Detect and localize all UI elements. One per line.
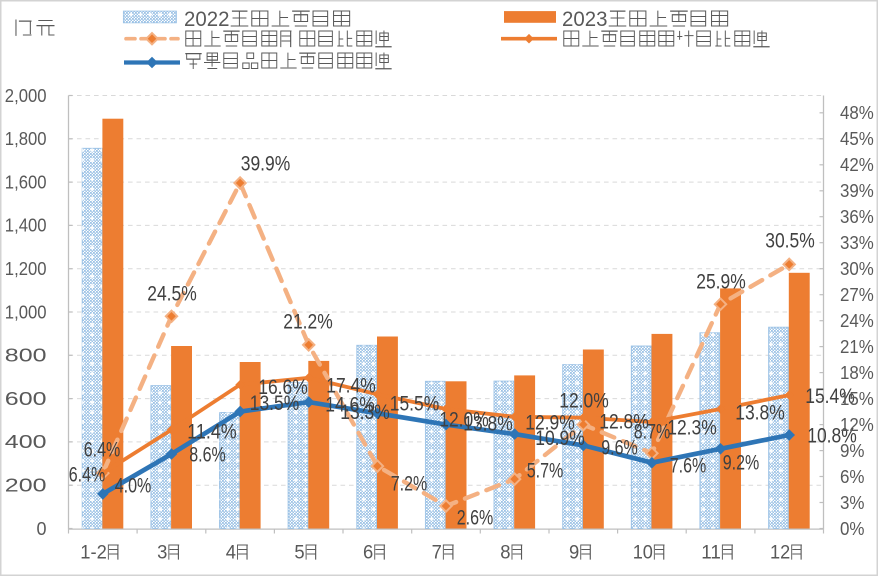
svg-text:400: 400 <box>5 433 47 451</box>
svg-text:1,600: 1,600 <box>5 173 47 191</box>
svg-text:30%: 30% <box>840 260 874 278</box>
svg-text:0: 0 <box>36 520 46 538</box>
svg-text:2,000: 2,000 <box>5 87 47 105</box>
svg-text:27%: 27% <box>840 286 874 304</box>
svg-text:15.4%: 15.4% <box>805 384 855 406</box>
svg-text:6.4%: 6.4% <box>84 437 121 459</box>
svg-text:12月: 12月 <box>770 543 808 562</box>
svg-text:限上零售额累计同比增速: 限上零售额累计同比增速 <box>562 28 771 49</box>
svg-text:12.8%: 12.8% <box>599 409 649 431</box>
svg-text:21%: 21% <box>840 338 874 356</box>
svg-text:10月: 10月 <box>633 543 671 562</box>
svg-text:4.0%: 4.0% <box>115 473 152 495</box>
svg-text:16.6%: 16.6% <box>258 375 308 397</box>
svg-text:15.5%: 15.5% <box>390 391 440 413</box>
svg-text:9月: 9月 <box>569 543 598 562</box>
svg-text:9.2%: 9.2% <box>723 450 760 472</box>
svg-text:1-2月: 1-2月 <box>80 543 125 562</box>
svg-text:600: 600 <box>5 390 47 408</box>
svg-text:24.5%: 24.5% <box>147 281 197 303</box>
svg-text:10.8%: 10.8% <box>807 424 857 446</box>
svg-text:穿类商品网上零售额增速: 穿类商品网上零售额增速 <box>184 50 393 71</box>
svg-text:3月: 3月 <box>157 543 186 562</box>
svg-text:48%: 48% <box>840 104 874 122</box>
svg-text:2023年限上零售额: 2023年限上零售额 <box>562 8 730 29</box>
svg-text:9.6%: 9.6% <box>601 435 638 457</box>
svg-text:25.9%: 25.9% <box>696 269 746 291</box>
svg-text:1,400: 1,400 <box>5 217 47 235</box>
svg-text:33%: 33% <box>840 234 874 252</box>
svg-text:42%: 42% <box>840 156 874 174</box>
svg-text:6.4%: 6.4% <box>69 462 106 484</box>
svg-text:24%: 24% <box>840 312 874 330</box>
svg-text:2.6%: 2.6% <box>457 505 494 527</box>
svg-text:13.5%: 13.5% <box>250 391 300 413</box>
svg-text:6%: 6% <box>840 468 865 486</box>
svg-text:7.6%: 7.6% <box>670 453 707 475</box>
svg-text:2022年限上零售额: 2022年限上零售额 <box>184 8 352 29</box>
svg-text:11.4%: 11.4% <box>187 419 237 441</box>
svg-text:12%: 12% <box>840 416 874 434</box>
svg-text:17.4%: 17.4% <box>326 373 376 395</box>
svg-text:9%: 9% <box>840 442 865 460</box>
svg-text:39.9%: 39.9% <box>241 151 291 173</box>
svg-text:13.8%: 13.8% <box>463 411 513 433</box>
svg-text:7.2%: 7.2% <box>391 471 428 493</box>
svg-text:8.6%: 8.6% <box>189 443 226 465</box>
svg-text:1,200: 1,200 <box>5 260 47 278</box>
svg-text:4月: 4月 <box>226 543 255 562</box>
svg-text:11月: 11月 <box>701 543 739 562</box>
svg-text:12.0%: 12.0% <box>559 388 609 410</box>
svg-text:15%: 15% <box>840 390 874 408</box>
svg-text:12.0%: 12.0% <box>439 407 489 429</box>
svg-text:200: 200 <box>5 477 47 495</box>
svg-text:45%: 45% <box>840 130 874 148</box>
svg-text:18%: 18% <box>840 364 874 382</box>
svg-text:39%: 39% <box>840 182 874 200</box>
svg-text:30.5%: 30.5% <box>765 228 815 250</box>
svg-text:10.9%: 10.9% <box>535 426 585 448</box>
svg-text:800: 800 <box>5 347 47 365</box>
svg-text:13.3%: 13.3% <box>340 400 390 422</box>
svg-text:6月: 6月 <box>363 543 392 562</box>
svg-text:12.9%: 12.9% <box>525 410 575 432</box>
svg-text:8月: 8月 <box>500 543 529 562</box>
svg-text:1,000: 1,000 <box>5 303 47 321</box>
svg-text:限上零售额月度同比增速: 限上零售额月度同比增速 <box>184 28 393 49</box>
svg-text:13.8%: 13.8% <box>735 400 785 422</box>
svg-text:5.7%: 5.7% <box>527 458 564 480</box>
svg-text:1,800: 1,800 <box>5 130 47 148</box>
svg-text:0%: 0% <box>840 520 865 538</box>
svg-text:3%: 3% <box>840 494 865 512</box>
svg-text:8.7%: 8.7% <box>634 419 671 441</box>
svg-text:21.2%: 21.2% <box>283 309 333 331</box>
svg-text:7月: 7月 <box>432 543 461 562</box>
svg-text:12.3%: 12.3% <box>667 415 717 437</box>
svg-text:14.6%: 14.6% <box>325 392 375 414</box>
svg-text:36%: 36% <box>840 208 874 226</box>
svg-text:5月: 5月 <box>294 543 323 562</box>
svg-text:亿元: 亿元 <box>14 17 56 38</box>
